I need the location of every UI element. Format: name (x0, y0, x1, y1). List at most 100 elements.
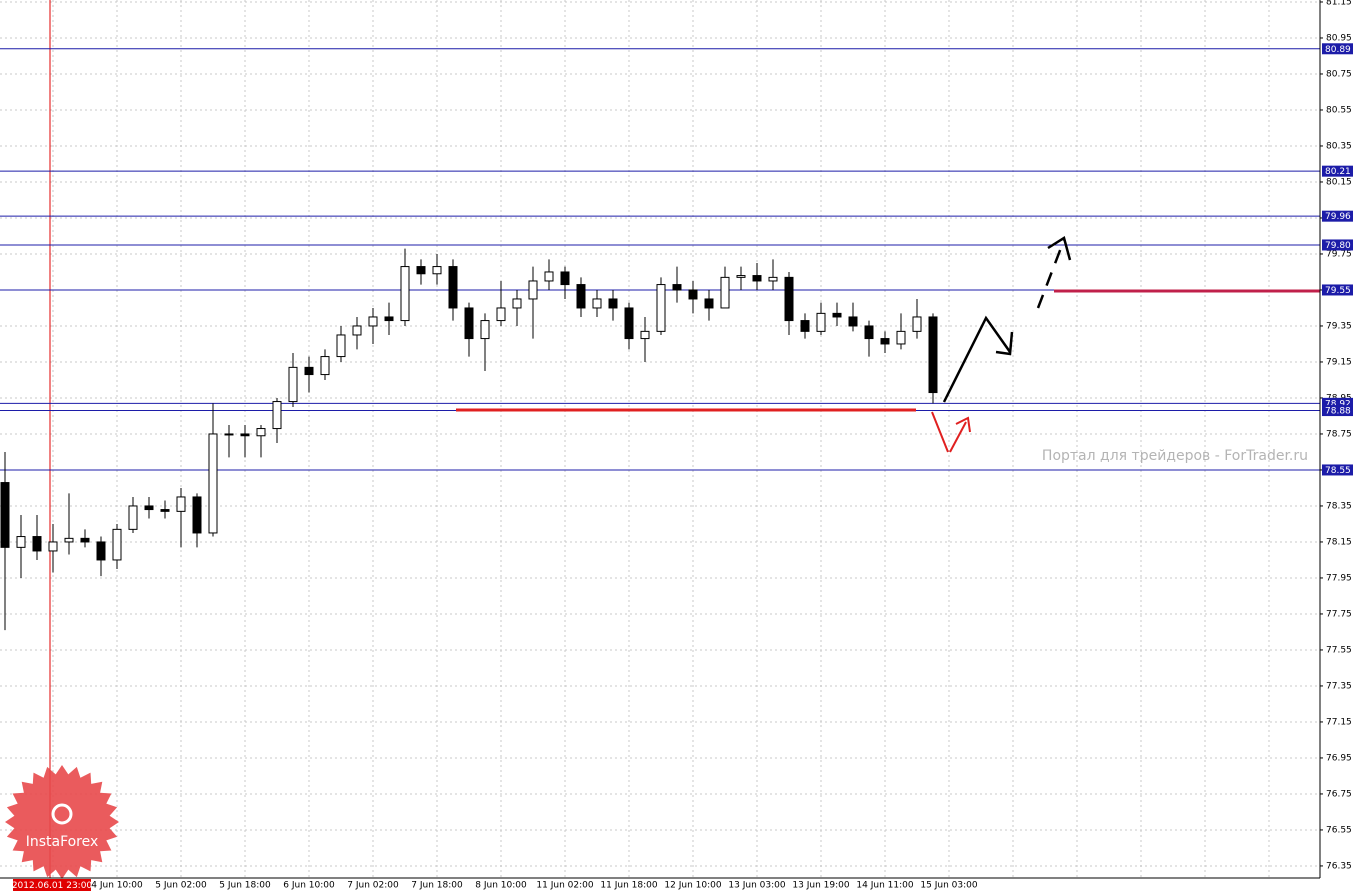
x-tick-label: 7 Jun 02:00 (347, 881, 399, 891)
dashed-arrow-head (1047, 236, 1072, 261)
candle-body (800, 320, 810, 332)
level-label-box (1322, 239, 1353, 251)
y-tick-label: 79.15 (1326, 357, 1352, 367)
level-label-box (1322, 464, 1353, 476)
cursor-label: 2012.06.01 23:00 (12, 881, 93, 891)
candle-body (848, 316, 858, 327)
candle-body (864, 325, 874, 340)
y-tick-label: 77.55 (1326, 645, 1352, 655)
y-tick-label: 78.15 (1326, 537, 1352, 547)
level-label: 80.21 (1325, 167, 1351, 177)
x-tick-label: 13 Jun 03:00 (728, 881, 785, 891)
candle-body (720, 276, 730, 309)
level-label: 79.55 (1325, 286, 1351, 296)
candle-body (608, 298, 618, 309)
candle-body (0, 482, 10, 548)
y-tick-label: 80.15 (1326, 177, 1352, 187)
candle-body (416, 266, 426, 275)
candle-body (512, 298, 522, 309)
candle-body (544, 271, 554, 282)
annotations (456, 236, 1320, 453)
candle-body (224, 433, 234, 436)
black-arrow-head (995, 331, 1014, 356)
candle-body (320, 356, 330, 376)
x-tick-label: 13 Jun 19:00 (792, 881, 849, 891)
candle-body (16, 536, 26, 548)
candle-body (400, 266, 410, 322)
x-tick-label: 8 Jun 10:00 (475, 881, 527, 891)
candle-body (48, 541, 58, 552)
candle-body (288, 366, 298, 403)
x-tick-label: 4 Jun 10:00 (91, 881, 143, 891)
candle-body (880, 338, 890, 345)
level-label: 80.89 (1325, 45, 1351, 55)
candle-body (256, 428, 266, 437)
candle-body (304, 366, 314, 376)
candle-body (560, 271, 570, 286)
x-tick-label: 12 Jun 10:00 (664, 881, 721, 891)
candle-body (352, 325, 362, 336)
candle-body (640, 330, 650, 340)
candle-body (736, 275, 746, 278)
x-tick-label: 6 Jun 10:00 (283, 881, 335, 891)
axis-labels: 81.1580.9580.7580.5580.3580.1579.9579.75… (12, 0, 1353, 891)
y-tick-label: 80.75 (1326, 69, 1352, 79)
y-tick-label: 77.75 (1326, 609, 1352, 619)
candle-body (656, 284, 666, 332)
y-tick-label: 76.75 (1326, 789, 1352, 799)
level-label-box (1322, 405, 1353, 417)
candle-body (208, 433, 218, 534)
y-tick-label: 78.35 (1326, 501, 1352, 511)
level-label-box (1322, 210, 1353, 222)
y-tick-label: 80.55 (1326, 105, 1352, 115)
candle-body (624, 307, 634, 340)
level-label: 78.88 (1325, 407, 1351, 417)
black-arrow (942, 315, 1012, 403)
candle-body (480, 320, 490, 340)
candle-body (96, 541, 106, 561)
red-arrow (949, 421, 967, 453)
watermark: Портал для трейдеров - ForTrader.ru (1042, 448, 1308, 464)
candle-body (688, 289, 698, 300)
y-tick-label: 76.55 (1326, 825, 1352, 835)
candle-body (112, 528, 122, 561)
y-tick-label: 80.35 (1326, 141, 1352, 151)
y-tick-label: 79.35 (1326, 321, 1352, 331)
level-label-box (1322, 397, 1353, 409)
level-label-box (1322, 43, 1353, 55)
candle-body (128, 505, 138, 530)
y-tick-label: 76.95 (1326, 753, 1352, 763)
candle-body (160, 509, 170, 512)
level-label: 79.96 (1325, 212, 1351, 222)
candle-body (432, 266, 442, 275)
y-tick-label: 81.15 (1326, 0, 1352, 7)
candle-body (704, 298, 714, 309)
x-tick-label: 11 Jun 02:00 (536, 881, 593, 891)
dashed-arrow (1036, 239, 1066, 309)
candle-body (592, 298, 602, 309)
candle-body (272, 401, 282, 430)
candle-body (464, 307, 474, 340)
y-tick-label: 76.35 (1326, 861, 1352, 871)
candle-body (912, 316, 922, 332)
x-tick-label: 5 Jun 18:00 (219, 881, 271, 891)
candle-body (32, 536, 42, 552)
candle-body (384, 316, 394, 322)
level-label: 78.92 (1325, 399, 1351, 409)
x-tick-label: 14 Jun 11:00 (856, 881, 913, 891)
candle-body (528, 280, 538, 300)
y-tick-label: 78.75 (1326, 429, 1352, 439)
candle-body (448, 266, 458, 309)
red-arrow-head (955, 416, 971, 433)
level-label: 78.55 (1325, 466, 1351, 476)
candle-body (928, 316, 938, 394)
x-tick-label: 11 Jun 18:00 (600, 881, 657, 891)
candle-body (576, 284, 586, 309)
candle-body (816, 312, 826, 332)
candle-body (832, 312, 842, 318)
x-tick-label: 5 Jun 02:00 (155, 881, 207, 891)
x-tick-label: 15 Jun 03:00 (920, 881, 977, 891)
cursor-label-box (13, 879, 91, 891)
candle-body (192, 496, 202, 534)
